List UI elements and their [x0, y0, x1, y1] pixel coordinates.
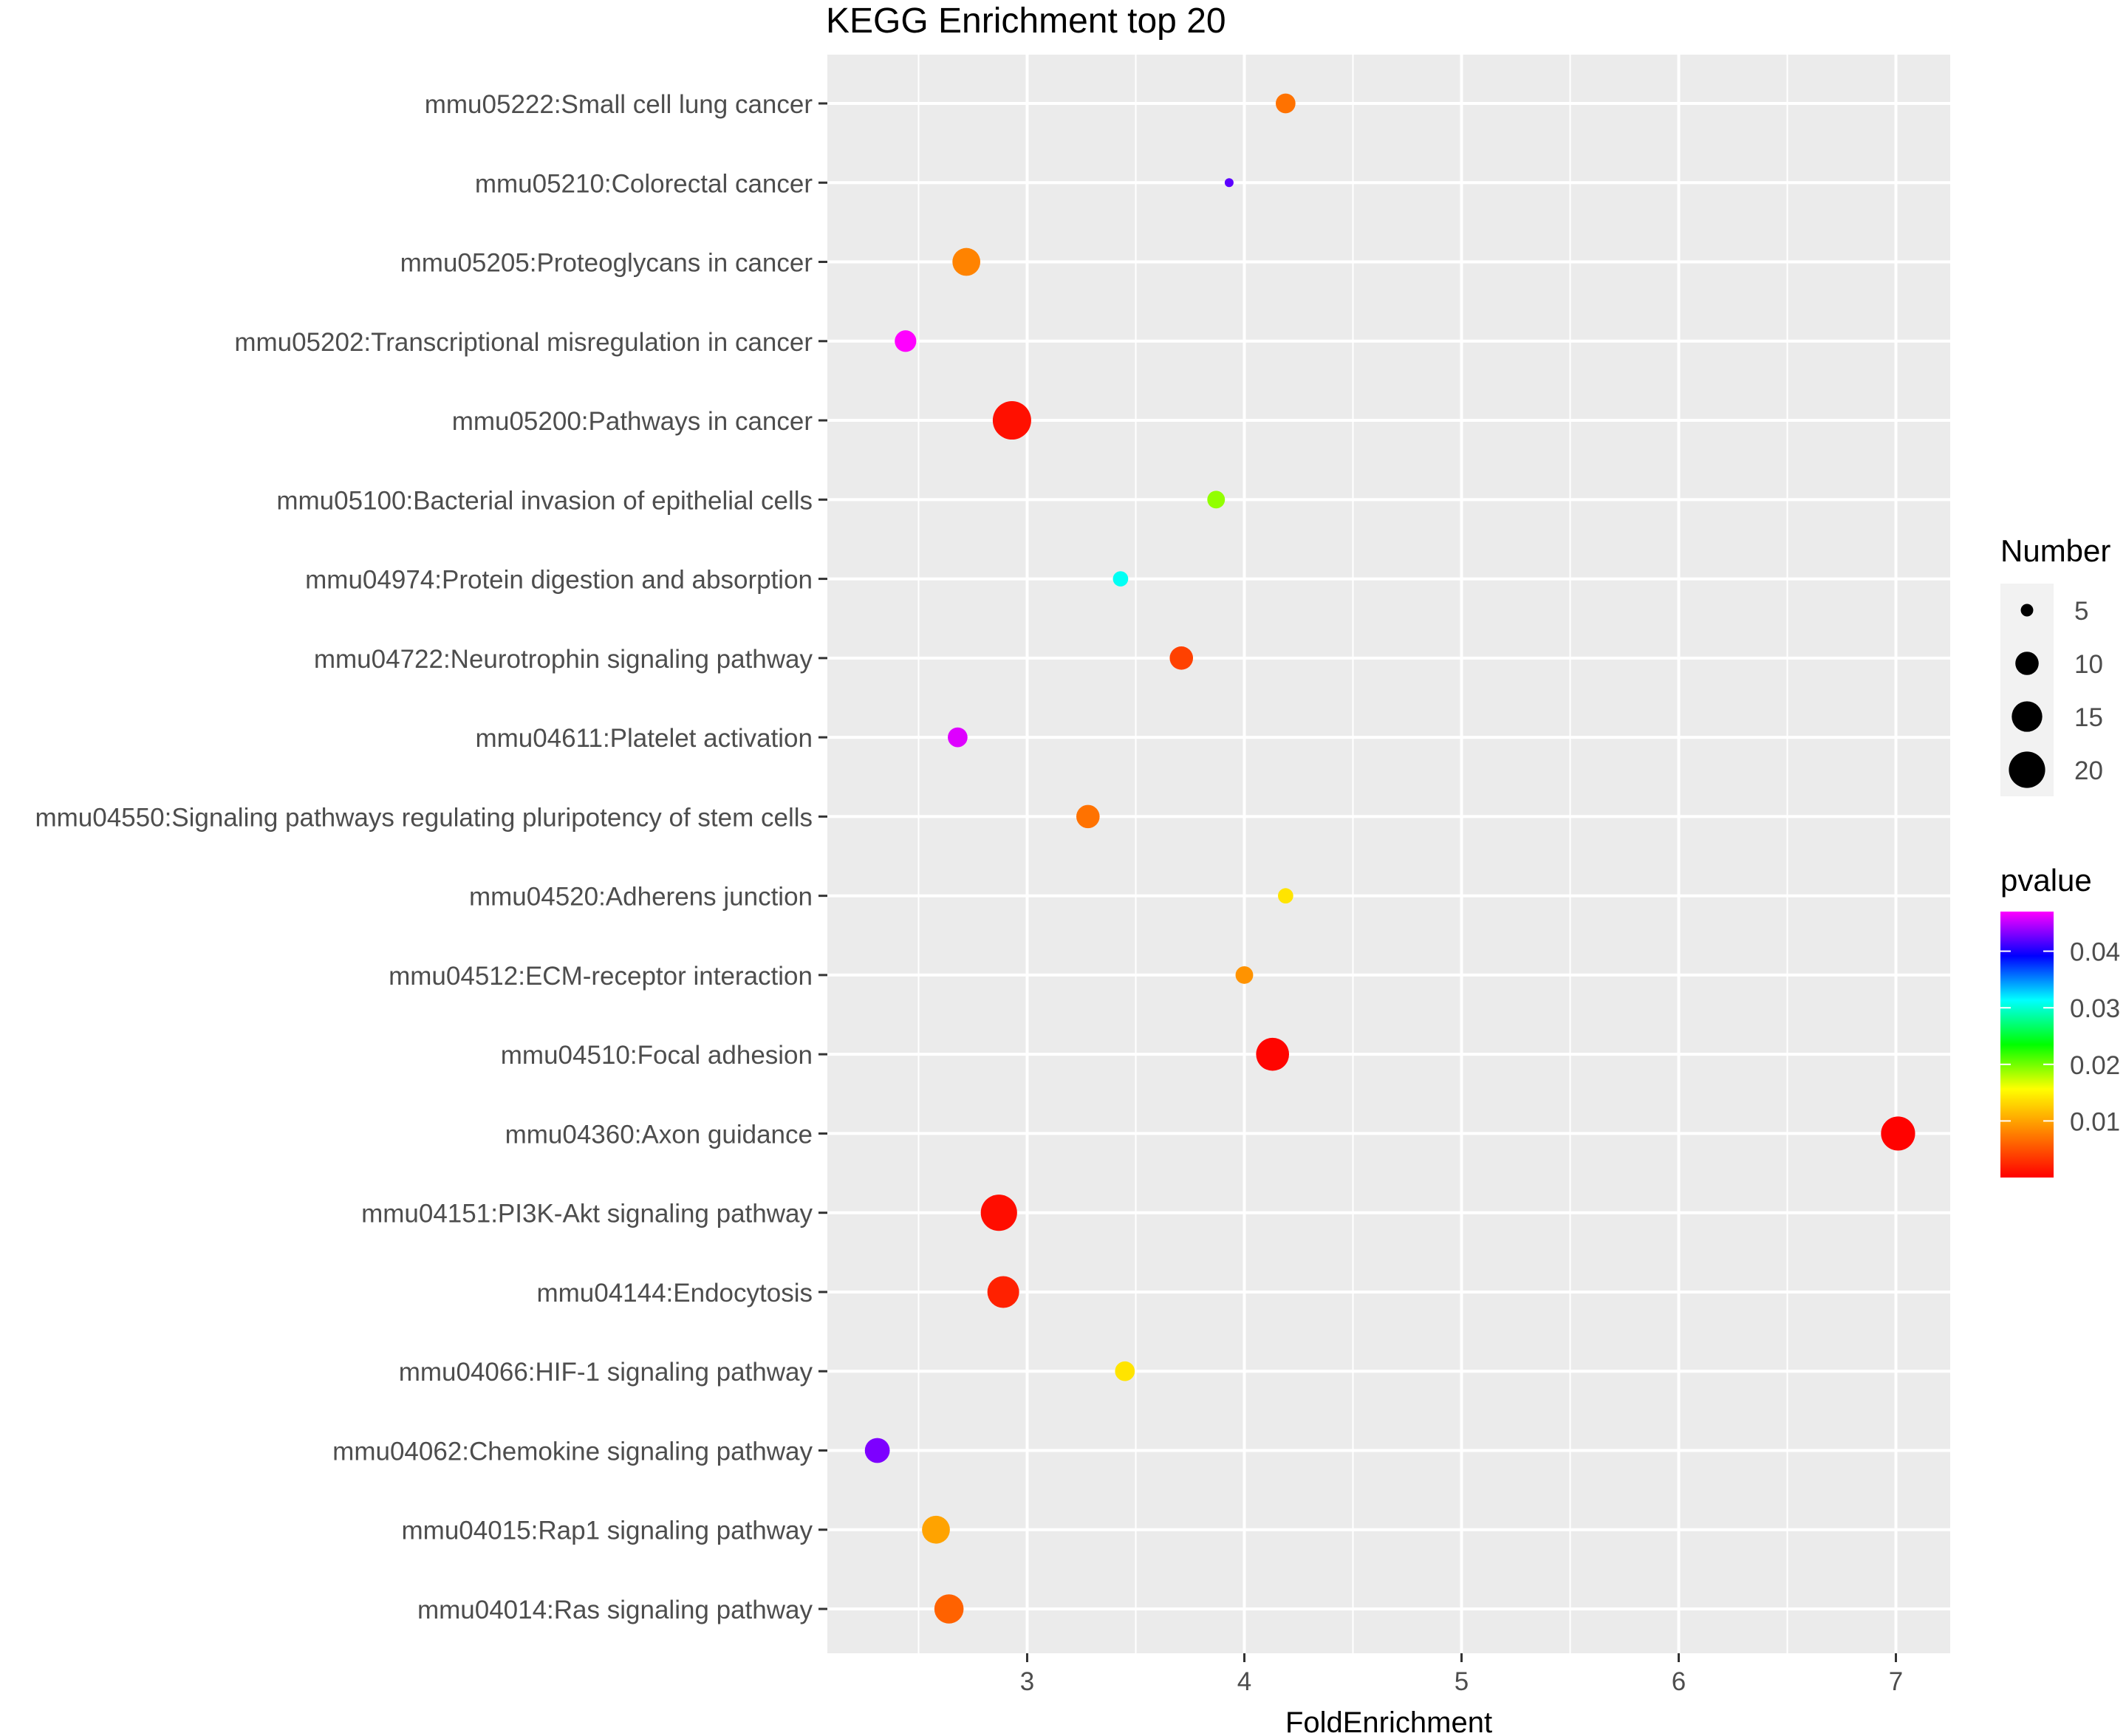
- y-tick-label: mmu04360:Axon guidance: [505, 1120, 813, 1149]
- data-point: [1277, 888, 1293, 903]
- data-point: [1115, 1361, 1135, 1381]
- data-point: [1207, 491, 1226, 509]
- data-point: [980, 1195, 1017, 1231]
- data-point: [1112, 571, 1129, 587]
- color-legend-title: pvalue: [2000, 863, 2092, 898]
- size-legend-label: 10: [2074, 650, 2103, 679]
- color-legend: pvalue 0.01 0.02 0.03 0.04: [2000, 863, 2120, 1178]
- data-point: [1076, 804, 1100, 829]
- y-tick-label: mmu04151:PI3K-Akt signaling pathway: [361, 1200, 813, 1228]
- y-tick-label: mmu04550:Signaling pathways regulating p…: [35, 803, 813, 832]
- x-axis: 3 4 5 6 7: [1020, 1653, 1903, 1696]
- y-tick-label: mmu04611:Platelet activation: [475, 724, 813, 753]
- y-tick-label: mmu04066:HIF-1 signaling pathway: [399, 1358, 813, 1387]
- x-tick-label: 5: [1455, 1667, 1469, 1696]
- data-point: [1256, 1037, 1290, 1071]
- y-tick-label: mmu05205:Proteoglycans in cancer: [400, 249, 813, 278]
- y-tick-label: mmu05202:Transcriptional misregulation i…: [234, 328, 813, 357]
- data-point: [1235, 966, 1254, 984]
- size-legend-label: 20: [2074, 756, 2103, 785]
- data-point: [1275, 93, 1296, 114]
- size-legend-dot: [2015, 652, 2039, 675]
- y-tick-label: mmu05200:Pathways in cancer: [452, 407, 813, 436]
- data-point: [1224, 178, 1234, 188]
- y-axis: mmu05222:Small cell lung cancer mmu05210:…: [35, 90, 827, 1624]
- chart-title: KEGG Enrichment top 20: [826, 1, 1226, 41]
- data-point: [864, 1438, 890, 1463]
- color-bar: [2000, 912, 2054, 1178]
- size-legend-dot: [2012, 701, 2043, 732]
- data-point: [1881, 1116, 1915, 1151]
- data-points: [864, 93, 1915, 1624]
- data-point: [948, 727, 968, 748]
- y-tick-label: mmu04512:ECM-receptor interaction: [389, 962, 813, 991]
- x-axis-title: FoldEnrichment: [1285, 1706, 1492, 1736]
- data-point: [987, 1276, 1019, 1308]
- major-grid: [827, 55, 1950, 1653]
- data-point: [952, 247, 981, 276]
- color-legend-label: 0.03: [2070, 994, 2120, 1023]
- y-tick-label: mmu04510:Focal adhesion: [501, 1041, 813, 1070]
- y-tick-label: mmu04062:Chemokine signaling pathway: [332, 1437, 813, 1466]
- data-point: [1169, 646, 1194, 670]
- x-tick-label: 4: [1237, 1667, 1251, 1696]
- data-point: [922, 1515, 950, 1544]
- x-tick-label: 3: [1020, 1667, 1034, 1696]
- y-tick-label: mmu04014:Ras signaling pathway: [417, 1596, 813, 1624]
- y-tick-label: mmu05100:Bacterial invasion of epithelia…: [276, 486, 813, 515]
- minor-grid: [917, 55, 1788, 1653]
- y-tick-label: mmu04144:Endocytosis: [536, 1279, 813, 1308]
- y-tick-label: mmu04722:Neurotrophin signaling pathway: [314, 645, 813, 674]
- x-tick-label: 7: [1889, 1667, 1903, 1696]
- y-tick-label: mmu04974:Protein digestion and absorptio…: [305, 566, 813, 595]
- plot-panel: [827, 55, 1950, 1653]
- size-legend-title: Number: [2000, 533, 2110, 568]
- size-legend-dot: [2009, 751, 2045, 788]
- color-legend-label: 0.02: [2070, 1051, 2120, 1080]
- data-point: [992, 401, 1031, 440]
- y-tick-label: mmu05210:Colorectal cancer: [475, 169, 813, 198]
- y-tick-label: mmu04520:Adherens junction: [469, 883, 813, 912]
- y-tick-label: mmu04015:Rap1 signaling pathway: [402, 1517, 813, 1545]
- size-legend-label: 5: [2074, 597, 2088, 626]
- size-legend: Number 5 10 15 20: [2000, 533, 2110, 796]
- x-tick-label: 6: [1672, 1667, 1686, 1696]
- color-legend-label: 0.04: [2070, 938, 2120, 967]
- size-legend-dot: [2020, 604, 2034, 617]
- size-legend-label: 15: [2074, 703, 2103, 732]
- color-legend-label: 0.01: [2070, 1107, 2120, 1136]
- data-point: [934, 1594, 964, 1624]
- y-tick-label: mmu05222:Small cell lung cancer: [425, 90, 813, 119]
- data-point: [895, 330, 917, 352]
